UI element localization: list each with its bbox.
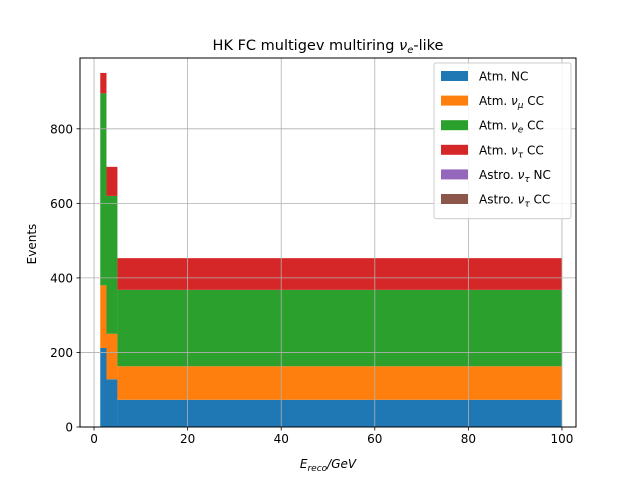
bar-atm-nc-bin-2 [117,399,562,427]
x-tick-label: 80 [461,432,476,446]
legend-swatch-atm-nc [441,71,468,81]
legend-swatch-atm-e-cc [441,120,468,131]
legend-label-suffix: CC [523,119,544,133]
bar-atm-e-cc-bin-1 [106,195,118,334]
y-tick-label: 800 [50,122,73,136]
legend-label-atm-cc: Atm. νμ CC [479,94,544,111]
legend-label-suffix: CC [523,94,544,108]
legend-label-suffix: CC [530,193,551,207]
legend-label-atm-cc: Atm. ντ CC [479,143,544,160]
bar-atm-nc-bin-0 [100,347,107,427]
legend-label-prefix: Astro. [479,168,518,182]
legend-label-prefix: Atm. [479,119,511,133]
legend-label-nu: ν [511,119,518,133]
y-tick-label: 600 [50,197,73,211]
legend-box [433,62,572,220]
y-tick-label: 0 [65,421,73,435]
legend-label-prefix: Atm. [479,94,511,108]
legend-label-nu: ν [518,193,525,207]
legend-label-prefix: Astro. [479,193,518,207]
legend-swatch-astro-nc [441,169,468,180]
x-axis-label-sub: reco [307,464,327,474]
x-axis-label-end: /GeV [326,457,357,471]
legend-swatch-atm-cc [441,144,468,155]
bar-atm-e-cc-bin-0 [100,93,107,286]
legend-label-astro-nc: Astro. ντ NC [479,168,551,185]
chart-title-end: -like [413,38,443,54]
x-ticks-group: 0 20 40 60 80 100 [90,427,573,446]
legend-label-sub: τ [524,175,530,185]
legend-label-atm-nc: Atm. NC [479,70,528,84]
bar-atm-cc-bin-0 [100,285,107,348]
legend-label-sub: τ [518,150,524,160]
bars-group [100,72,562,427]
legend-label-prefix: Atm. NC [479,70,528,84]
x-tick-label: 60 [367,432,382,446]
chart-title-sub: e [407,45,413,56]
legend-label-atm-e-cc: Atm. νe CC [479,119,544,136]
bar-atm-cc-bin-2 [117,366,562,400]
legend-label-suffix: CC [523,143,544,157]
legend-label-nu: ν [511,94,518,108]
x-tick-label: 40 [274,432,289,446]
y-ticks-group: 0 200 400 600 800 [50,122,80,435]
legend-label-nu: ν [511,143,518,157]
x-axis-label-e: E [300,457,308,471]
legend-label-sub: μ [517,101,524,111]
bar-atm-cc-bin-2 [117,258,562,290]
legend-label-prefix: Atm. [479,143,511,157]
bar-atm-e-cc-bin-2 [117,289,562,367]
chart-title-nu: ν [399,38,407,54]
bar-atm-cc-bin-1 [106,166,118,196]
legend-label-suffix: NC [530,168,551,182]
y-axis-label: Events [25,224,39,265]
bar-atm-nc-bin-1 [106,379,118,427]
y-tick-label: 400 [50,271,73,285]
axes-frame [79,57,577,428]
chart-title: HK FC multigev multiring νe-like [213,38,444,56]
bar-atm-cc-bin-0 [100,72,107,94]
y-tick-label: 200 [50,346,73,360]
legend-label-nu: ν [518,168,525,182]
legend-label-sub: τ [524,200,530,210]
legend-swatch-astro-cc [441,194,468,204]
legend-label-sub: e [518,126,524,136]
x-tick-label: 100 [551,432,574,446]
x-tick-label: 0 [90,432,98,446]
x-tick-label: 20 [180,432,195,446]
legend-label-astro-cc: Astro. ντ CC [479,193,550,210]
x-axis-label: Ereco/GeV [300,457,357,474]
bar-atm-cc-bin-1 [106,333,118,380]
chart-title-main: HK FC multigev multiring [213,38,400,54]
legend-swatch-atm-cc [441,95,468,106]
